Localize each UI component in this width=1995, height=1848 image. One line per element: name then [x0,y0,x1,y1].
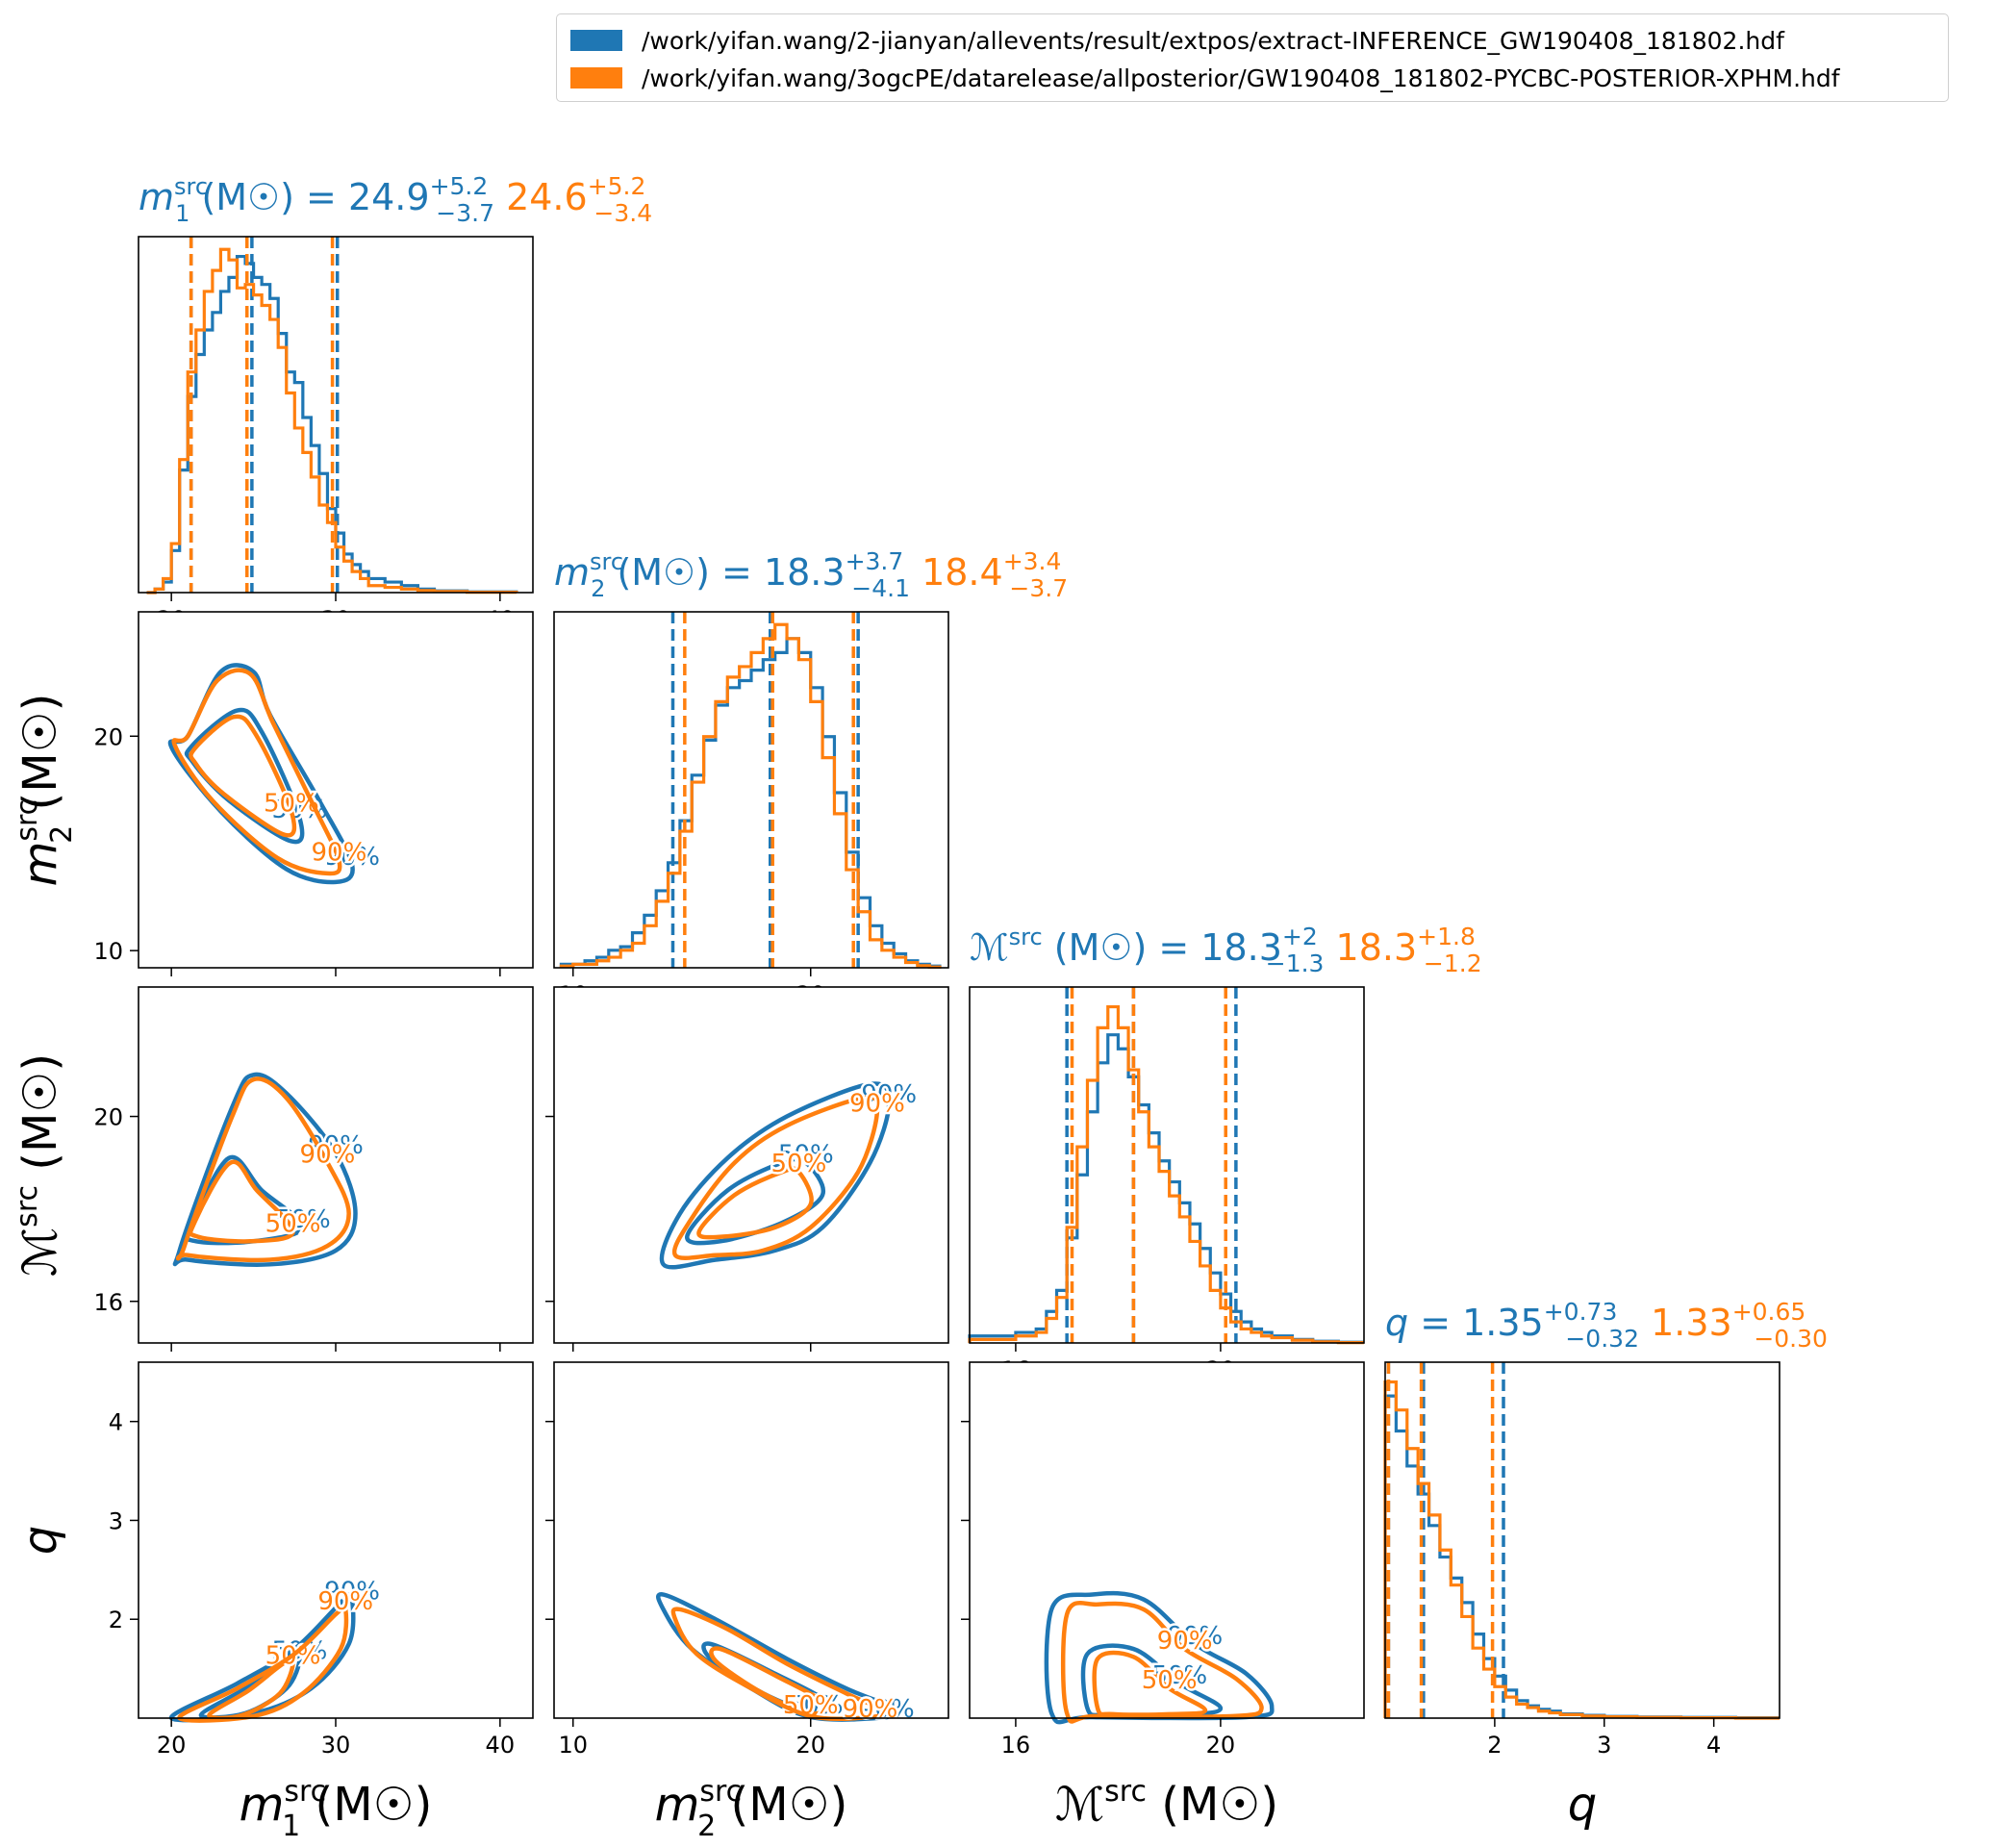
contour-line [172,1072,358,1267]
y-axis-label-m2: msrc2 (M☉) [11,694,79,887]
contour-line [175,1076,351,1263]
panel-frame [969,986,1365,1344]
x-tick-label: 40 [486,1732,516,1759]
contour-level-label: 50% [778,1141,834,1170]
contour-line [185,1154,306,1246]
panel-background [554,1362,948,1718]
x-axis-label-m2: msrc 2 (M☉) [655,1775,848,1843]
y-tick-label: 2 [109,1607,123,1633]
contour-line [188,1159,295,1244]
contour-level-label: 50% [1142,1666,1198,1695]
panel-background [139,987,533,1343]
contour-line [685,1156,826,1246]
x-tick-label: 30 [321,1732,351,1759]
panel-background [970,987,1364,1343]
panel-title: ℳsrc (M☉) = 18.3+2 −1.3 18.3+1.8 −1.2 [970,923,1482,977]
contour-level-label: 90% [1167,1622,1223,1651]
x-axis-label-mchirp: ℳsrc (M☉) [1055,1775,1278,1832]
y-tick-label: 10 [93,938,123,965]
x-tick-label: 2 [1487,1732,1502,1759]
histogram-panel-m2: msrc2 (M☉) = 18.3+3.7−4.1 18.4+3.4−3.710… [553,547,1068,1008]
x-tick-label: 3 [1597,1732,1611,1759]
contour-line [189,714,297,838]
contour-line [709,1646,829,1716]
panel-frame [553,1361,949,1719]
histogram-panel-mchirp: ℳsrc (M☉) = 18.3+2−1.3 18.3+1.8−1.21620 [968,923,1482,1383]
x-tick-label: 4 [1706,1732,1721,1759]
contour-level-label: 90% [843,1695,898,1724]
contour-line [696,1166,814,1240]
histogram-series [559,622,942,969]
histogram-series [146,254,518,595]
x-axis-label-m1: msrc 1 (M☉) [240,1775,433,1843]
contour-level-label: 50% [265,1210,321,1239]
x-tick-label: 20 [157,1732,187,1759]
contour-panel-mchirp-q: 50% 90% 50% 90% 16 20 [961,1361,1365,1759]
x-tick-label: 10 [558,1732,588,1759]
histogram-series [146,247,518,595]
contour-line [1060,1600,1264,1724]
panel-background [554,987,948,1343]
contour-level-label: 90% [312,839,367,868]
panel-background [1385,1362,1780,1718]
y-axis-label-q: q [13,1526,67,1555]
contour-line [671,1095,880,1260]
contour-level-label: 90% [849,1090,905,1119]
contour-level-label: 90% [300,1141,356,1170]
y-tick-label: 16 [93,1289,123,1316]
legend-swatch-orange [570,67,622,89]
x-tick-label: 16 [1001,1732,1031,1759]
x-axis-label-q: q [1568,1778,1597,1832]
contour-line [659,1081,892,1270]
legend: /work/yifan.wang/2-jianyan/allevents/res… [556,13,1949,102]
contour-level-label: 50% [1151,1661,1207,1690]
y-tick-label: 3 [109,1507,123,1534]
x-tick-label: 20 [1206,1732,1236,1759]
y-tick-label: 4 [109,1409,123,1436]
x-tick-label: 20 [795,1732,825,1759]
histogram-panel-q: q = 1.35+0.73 −0.32 1.33+0.65 −0.30 2 3 4 [1383,1298,1828,1759]
y-axis-label-mchirp: ℳsrc (M☉) [11,1053,67,1277]
contour-level-label: 90% [317,1587,373,1616]
legend-label: /work/yifan.wang/2-jianyan/allevents/res… [642,26,1784,55]
panel-background [139,612,533,968]
panel-title: msrc 2 (M☉) = 18.3+3.7 −4.1 18.4+3.4 −3.7 [554,547,1068,602]
contour-line [168,1591,356,1723]
histogram-series [559,637,942,968]
contour-level-label: 50% [770,1150,826,1178]
contour-line [171,668,342,876]
legend-swatch-blue [570,30,622,51]
contour-line [177,1604,349,1723]
y-tick-label: 20 [93,1104,123,1131]
contour-line [670,1607,886,1721]
contour-level-label: 90% [861,1080,917,1109]
histogram-series [968,1004,1364,1345]
panel-title: msrc 1 (M☉) = 24.9+5.2 −3.7 24.6+5.2 −3.4 [139,172,652,227]
panel-background [970,1362,1364,1718]
panel-frame [553,986,949,1344]
contour-panel-m2-mchirp: 50% 90% 50% 90% [545,986,949,1352]
legend-entry: /work/yifan.wang/3ogcPE/datarelease/allp… [570,61,1840,95]
legend-label: /work/yifan.wang/3ogcPE/datarelease/allp… [642,63,1840,92]
contour-level-label: 90% [324,1578,380,1607]
panel-frame [1384,1361,1780,1719]
y-tick-label: 20 [93,723,123,750]
panel-frame [553,611,949,969]
legend-entry: /work/yifan.wang/2-jianyan/allevents/res… [570,23,1784,58]
panel-frame [969,1361,1365,1719]
contour-line [207,1658,295,1721]
contour-panel-m2-q: 50% 90%50% 90%10 20 [545,1361,949,1759]
contour-level-label: 90% [1157,1627,1213,1656]
panel-title: q = 1.35+0.73 −0.32 1.33+0.65 −0.30 [1385,1298,1828,1353]
